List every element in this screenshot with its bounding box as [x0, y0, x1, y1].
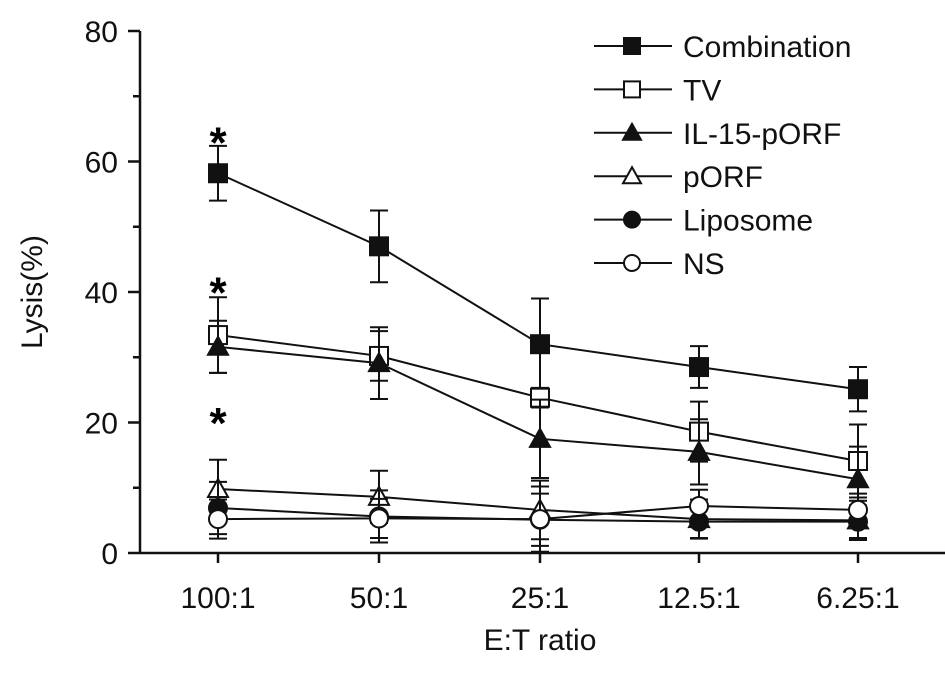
series-tv	[208, 296, 868, 499]
marker-square-filled	[848, 379, 868, 400]
legend-item: Liposome	[594, 205, 813, 238]
x-axis-title: E:T ratio	[484, 624, 597, 657]
marker-triangle-filled	[621, 121, 643, 141]
legend-item: Combination	[594, 31, 851, 64]
y-tick-label: 60	[85, 147, 118, 180]
y-tick-label: 80	[85, 16, 118, 49]
legend: Combination TV IL-15-pORF pORF Liposome NS	[594, 31, 851, 281]
marker-square-filled	[369, 236, 389, 257]
legend-label: NS	[683, 248, 725, 281]
marker-circle-open	[208, 509, 228, 530]
legend-label: Combination	[683, 31, 851, 64]
x-tick-label: 100:1	[180, 582, 255, 615]
y-axis-title: Lysis(%)	[16, 235, 49, 349]
marker-circle-filled	[623, 210, 641, 229]
marker-triangle-filled	[206, 334, 230, 356]
series-ns	[208, 485, 868, 553]
legend-label: TV	[683, 74, 721, 107]
marker-triangle-open	[621, 165, 643, 185]
series-line	[217, 345, 859, 481]
legend-label: Liposome	[683, 205, 813, 238]
marker-triangle-filled	[528, 426, 552, 448]
legend-item: pORF	[594, 161, 763, 194]
legend-item: NS	[594, 248, 725, 281]
legend-label: IL-15-pORF	[683, 118, 841, 151]
legend-item: IL-15-pORF	[594, 118, 841, 151]
y-tick-label: 20	[85, 408, 118, 441]
legend-label: pORF	[683, 161, 763, 194]
axes: 0 20 40 60 80 100:1 50:1 25:1 12.5:1 6.25:1	[85, 16, 945, 615]
series-group: * * *	[206, 118, 870, 553]
x-tick-label: 12.5:1	[657, 582, 740, 615]
significance-asterisk: *	[209, 399, 227, 448]
y-tick-label: 40	[85, 277, 118, 310]
marker-circle-open	[369, 508, 389, 529]
marker-circle-open	[848, 499, 868, 520]
marker-square-filled	[530, 334, 550, 355]
marker-circle-open	[623, 254, 641, 272]
marker-triangle-filled	[846, 467, 870, 489]
y-tick-label: 0	[101, 538, 118, 571]
marker-square-filled	[689, 357, 709, 378]
marker-square-filled	[623, 37, 641, 55]
series-combination	[208, 144, 868, 413]
marker-triangle-filled	[367, 351, 391, 373]
x-tick-label: 25:1	[511, 582, 569, 615]
marker-triangle-filled	[687, 439, 711, 461]
x-tick-label: 6.25:1	[816, 582, 899, 615]
marker-circle-open	[530, 509, 550, 530]
significance-asterisk: *	[209, 118, 227, 167]
marker-square-filled	[208, 163, 228, 184]
x-tick-label: 50:1	[350, 582, 408, 615]
significance-asterisk: *	[209, 268, 227, 317]
legend-item: TV	[594, 74, 721, 107]
marker-square-open	[623, 80, 641, 99]
marker-circle-open	[689, 496, 709, 517]
